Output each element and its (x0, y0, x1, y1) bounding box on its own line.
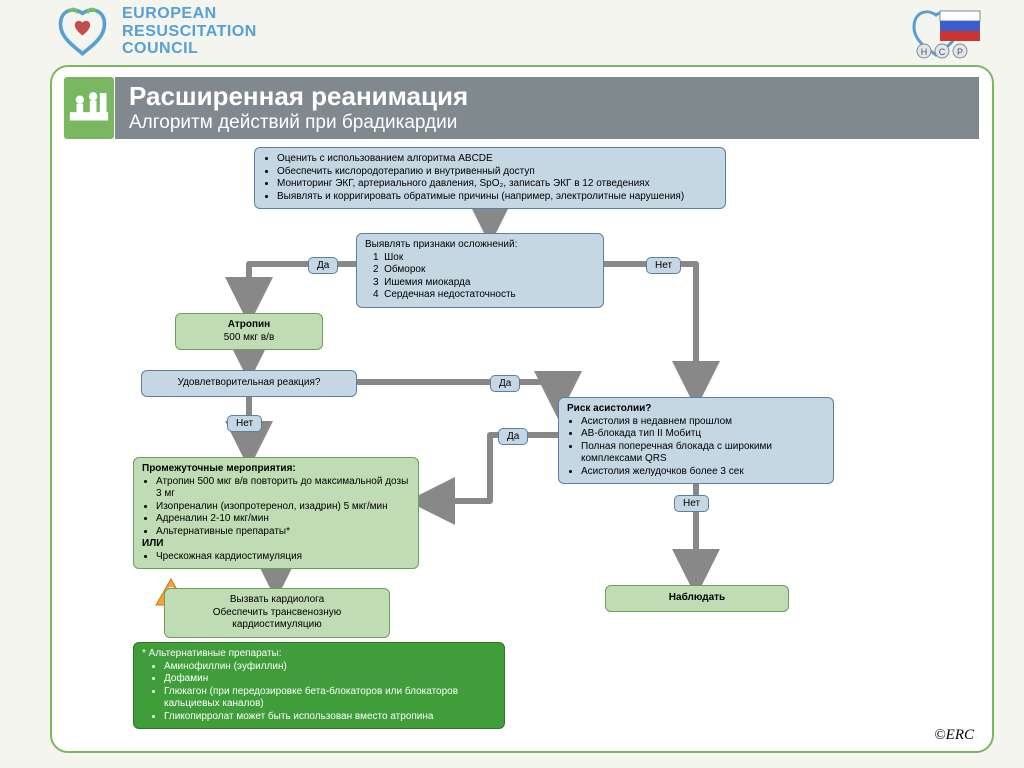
assess-b2: Мониторинг ЭКГ, артериального давления, … (277, 178, 717, 191)
page-title: Расширенная реанимация (129, 81, 965, 112)
cardiologist-l1: Вызвать кардиолога (173, 594, 381, 607)
assess-b1: Обеспечить кислородотерапию и внутривенн… (277, 166, 717, 179)
node-observe: Наблюдать (605, 585, 789, 612)
node-interim: Промежуточные мероприятия: Атропин 500 м… (133, 457, 419, 569)
label-yes-1: Да (308, 257, 338, 274)
label-yes-2: Да (490, 375, 520, 392)
assess-b0: Оценить с использованием алгоритма ABCDE (277, 153, 717, 166)
satisfactory-title: Удовлетворительная реакция? (178, 377, 321, 388)
label-yes-3: Да (498, 428, 528, 445)
node-satisfactory: Удовлетворительная реакция? (141, 370, 357, 397)
alt-b2: Глюкагон (при передозировке бета-блокато… (164, 686, 496, 711)
signs-4-text: Сердечная недостаточность (384, 289, 516, 300)
assess-bullets: Оценить с использованием алгоритма ABCDE… (263, 153, 717, 203)
observe-title: Наблюдать (669, 592, 725, 603)
atropine-title: Атропин (184, 319, 314, 332)
interim-b2: Адреналин 2-10 мкг/мин (156, 513, 410, 526)
svg-text:Р: Р (957, 47, 963, 57)
label-no-2: Нет (227, 415, 262, 432)
signs-list: 1 Шок 2 Обморок 3 Ишемия миокарда 4 Серд… (365, 252, 595, 302)
org-line3: COUNCIL (122, 40, 257, 58)
russian-partner-logo-icon: Н С Р (906, 5, 984, 68)
page-subtitle: Алгоритм действий при брадикардии (129, 112, 965, 134)
atropine-dose: 500 мкг в/в (184, 332, 314, 345)
node-atropine: Атропин 500 мкг в/в (175, 313, 323, 350)
risk-b1: АВ-блокада тип II Мобитц (581, 428, 825, 441)
svg-text:С: С (939, 47, 946, 57)
risk-b0: Асистолия в недавнем прошлом (581, 416, 825, 429)
signs-4: 4 Сердечная недостаточность (373, 289, 595, 302)
label-no-3: Нет (674, 495, 709, 512)
interim-or: ИЛИ (142, 538, 410, 551)
org-line1: EUROPEAN (122, 5, 257, 23)
interim-title: Промежуточные мероприятия: (142, 463, 410, 476)
svg-text:Н: Н (921, 47, 928, 57)
title-bar: Расширенная реанимация Алгоритм действий… (115, 77, 979, 139)
interim-or-b: Чрескожная кардиостимуляция (156, 551, 410, 564)
signs-1-text: Шок (384, 252, 403, 263)
interim-b0: Атропин 500 мкг в/в повторить до максима… (156, 476, 410, 501)
watermark-erc: ©ERC (934, 727, 974, 744)
resuscitation-scene-icon (64, 77, 114, 139)
alt-b0: Аминофиллин (эуфиллин) (164, 661, 496, 674)
alt-b3: Гликопирролат может быть использован вме… (164, 711, 496, 724)
risk-b3: Асистолия желудочков более 3 сек (581, 466, 825, 479)
signs-title: Выявлять признаки осложнений: (365, 239, 595, 252)
org-line2: RESUSCITATION (122, 23, 257, 41)
header: EUROPEAN RESUSCITATION COUNCIL (55, 5, 257, 58)
node-cardiologist: Вызвать кардиолога Обеспечить трансвеноз… (164, 588, 390, 638)
node-assess: Оценить с использованием алгоритма ABCDE… (254, 147, 726, 209)
cardiologist-l2: Обеспечить трансвенозную кардиостимуляци… (173, 607, 381, 632)
node-signs: Выявлять признаки осложнений: 1 Шок 2 Об… (356, 233, 604, 308)
signs-2: 2 Обморок (373, 264, 595, 277)
org-name: EUROPEAN RESUSCITATION COUNCIL (122, 5, 257, 58)
interim-b1: Изопреналин (изопротеренол, изадрин) 5 м… (156, 501, 410, 514)
signs-3: 3 Ишемия миокарда (373, 277, 595, 290)
signs-2-text: Обморок (384, 264, 425, 275)
signs-1: 1 Шок (373, 252, 595, 265)
risk-title: Риск асистолии? (567, 403, 825, 416)
alt-title: * Альтернативные препараты: (142, 648, 496, 661)
erc-logo-icon (55, 6, 110, 56)
node-risk: Риск асистолии? Асистолия в недавнем про… (558, 397, 834, 484)
interim-b3: Альтернативные препараты* (156, 526, 410, 539)
label-no-1: Нет (646, 257, 681, 274)
flowchart-canvas: Оценить с использованием алгоритма ABCDE… (60, 145, 984, 748)
alt-b1: Дофамин (164, 673, 496, 686)
assess-b3: Выявлять и корригировать обратимые причи… (277, 191, 717, 204)
node-alt-drugs: * Альтернативные препараты: Аминофиллин … (133, 642, 505, 729)
signs-3-text: Ишемия миокарда (384, 277, 470, 288)
risk-b2: Полная поперечная блокада с широкими ком… (581, 441, 825, 466)
